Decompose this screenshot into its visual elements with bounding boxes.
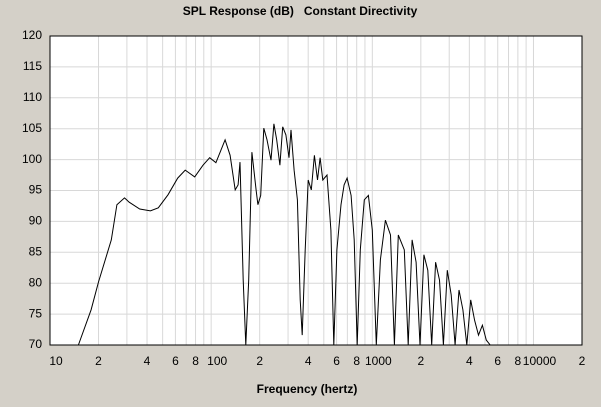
y-tick-label: 95 — [29, 183, 43, 197]
x-tick-label: 8 — [353, 354, 360, 368]
y-tick-label: 85 — [29, 244, 43, 258]
x-tick-label: 2 — [417, 354, 424, 368]
y-tick-label: 70 — [29, 337, 43, 351]
x-tick-label: 2 — [95, 354, 102, 368]
x-tick-label: 2 — [579, 354, 586, 368]
y-tick-label: 110 — [23, 90, 42, 104]
x-tick-label: 8 — [192, 354, 199, 368]
x-tick-label: 6 — [333, 354, 340, 368]
y-tick-label: 100 — [22, 152, 42, 166]
y-tick-label: 80 — [29, 275, 43, 289]
y-tick-label: 90 — [29, 214, 43, 228]
x-tick-label: 4 — [144, 354, 151, 368]
x-tick-label: 10 — [49, 354, 63, 368]
x-tick-label: 2 — [256, 354, 263, 368]
y-tick-label: 75 — [29, 306, 43, 320]
x-tick-label: 10000 — [523, 354, 557, 368]
y-tick-label: 105 — [22, 121, 42, 135]
x-tick-label: 4 — [305, 354, 312, 368]
x-tick-label: 4 — [466, 354, 473, 368]
x-tick-label: 6 — [172, 354, 179, 368]
spl-line — [77, 123, 491, 346]
y-tick-label: 115 — [23, 59, 42, 73]
x-tick-label: 6 — [494, 354, 501, 368]
x-tick-label: 100 — [207, 354, 227, 368]
x-axis-label: Frequency (hertz) — [257, 382, 358, 396]
y-tick-label: 120 — [22, 28, 42, 42]
x-tick-label: 1000 — [365, 354, 392, 368]
x-tick-label: 8 — [515, 354, 522, 368]
plot-border — [49, 35, 583, 346]
chart-title: SPL Response (dB) Constant Directivity — [183, 4, 418, 18]
